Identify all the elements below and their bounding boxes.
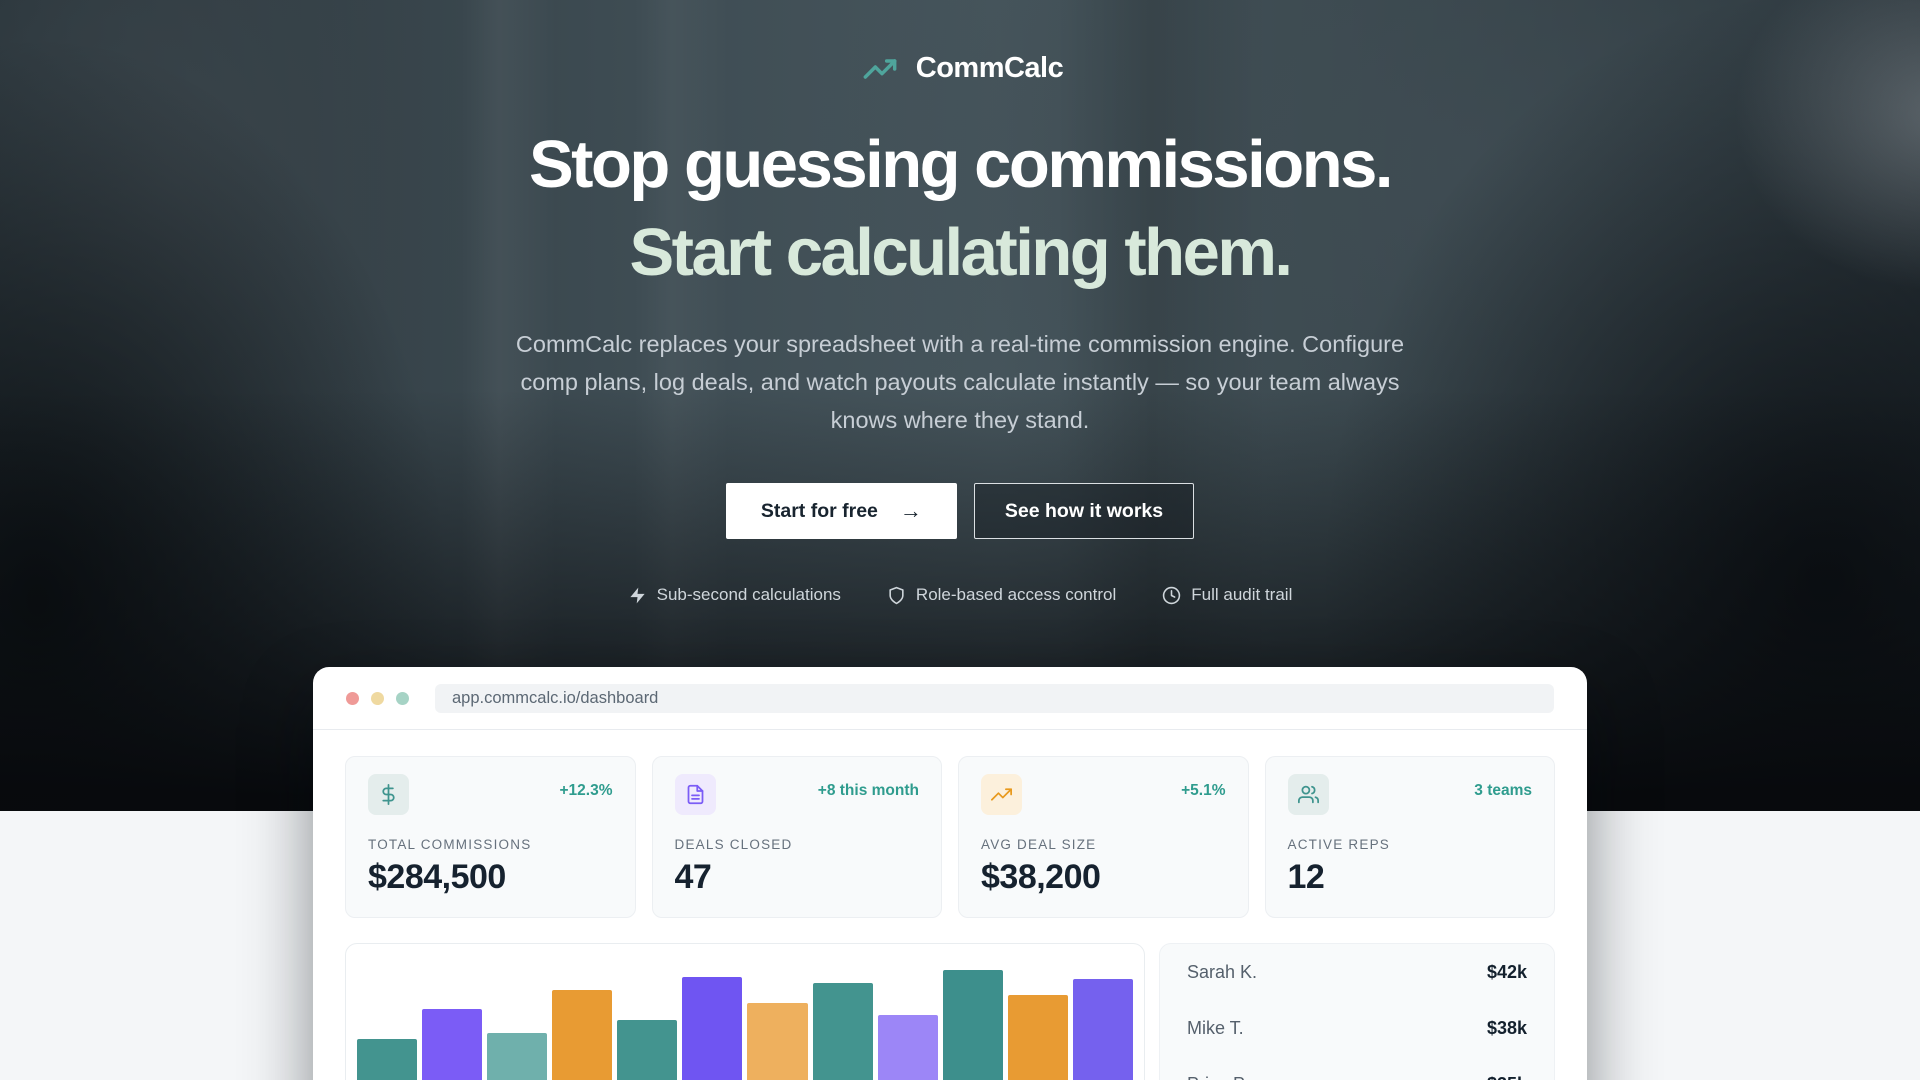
stat-label: ACTIVE REPS <box>1287 837 1390 852</box>
stat-value: $38,200 <box>981 858 1101 896</box>
hero-subtitle: CommCalc replaces your spreadsheet with … <box>515 331 1405 433</box>
feature-label: Role-based access control <box>915 585 1117 604</box>
traffic-lights <box>346 691 409 705</box>
start-for-free-label: Start for free <box>760 499 878 522</box>
headline: Stop guessing commissions. Start calcula… <box>0 121 1920 297</box>
trend-up-icon <box>981 774 1022 815</box>
shield-icon <box>889 586 904 604</box>
brand-name: CommCalc <box>915 52 1064 84</box>
headline-line2: Start calculating them. <box>629 215 1293 290</box>
traffic-light-red <box>346 691 359 705</box>
arrow-right-icon: → <box>899 498 922 523</box>
stat-delta: +5.1% <box>1181 782 1226 799</box>
rep-amount: $42k <box>1486 961 1527 982</box>
dollar-icon <box>368 774 409 815</box>
stat-delta: 3 teams <box>1474 782 1532 799</box>
stat-value: 12 <box>1287 858 1325 896</box>
chart-bar <box>487 1033 548 1080</box>
stat-value: $284,500 <box>368 858 506 896</box>
stat-label: TOTAL COMMISSIONS <box>368 837 532 852</box>
chart-bar <box>682 977 743 1080</box>
start-for-free-button[interactable]: Start for free → <box>725 483 957 539</box>
chart-bar <box>552 990 613 1080</box>
feature-label: Sub-second calculations <box>656 585 841 604</box>
chart-bar <box>1007 995 1068 1080</box>
browser-chrome: app.commcalc.io/dashboard <box>313 667 1587 730</box>
clock-icon <box>1163 586 1181 604</box>
chart-bar <box>617 1020 678 1080</box>
see-how-it-works-label: See how it works <box>1004 499 1164 522</box>
feature-badges: Sub-second calculations Role-based acces… <box>0 585 1920 605</box>
leaderboard-row: Sarah K. $42k <box>1160 944 1554 1000</box>
stat-label: DEALS CLOSED <box>674 837 793 852</box>
leaderboard-row: Mike T. $38k <box>1160 1000 1554 1056</box>
users-icon <box>1287 774 1329 815</box>
traffic-light-yellow <box>371 691 384 705</box>
rep-amount: $38k <box>1486 1017 1527 1038</box>
dashboard-mockup-window: app.commcalc.io/dashboard +12.3% TOTAL C… <box>313 667 1587 1080</box>
headline-line1: Stop guessing commissions. <box>528 127 1394 202</box>
feature-role-access: Role-based access control <box>887 585 1116 605</box>
commissions-bar-chart-card <box>345 943 1145 1080</box>
leaderboard-row: Priya P. $35k <box>1160 1056 1554 1080</box>
traffic-light-green <box>396 691 409 705</box>
see-how-it-works-button[interactable]: See how it works <box>973 483 1195 539</box>
panels-row: Sarah K. $42k Mike T. $38k Priya P. $35k <box>345 943 1555 1080</box>
rep-name: Sarah K. <box>1187 961 1258 982</box>
stat-value: 47 <box>674 858 712 896</box>
stat-cards-row: +12.3% TOTAL COMMISSIONS $284,500 +8 thi… <box>345 756 1555 918</box>
stat-card-total-commissions: +12.3% TOTAL COMMISSIONS $284,500 <box>345 756 636 918</box>
rep-name: Priya P. <box>1187 1074 1248 1080</box>
chart-bar <box>1072 979 1133 1080</box>
feature-audit-trail: Full audit trail <box>1162 585 1292 605</box>
chart-bar <box>812 983 873 1080</box>
stat-delta: +8 this month <box>817 782 919 799</box>
lightning-icon <box>630 587 645 603</box>
stat-card-deals-closed: +8 this month DEALS CLOSED 47 <box>651 756 942 918</box>
rep-amount: $35k <box>1487 1074 1527 1080</box>
stat-label: AVG DEAL SIZE <box>981 837 1097 852</box>
cta-row: Start for free → See how it works <box>0 483 1920 539</box>
trend-up-logo-icon <box>863 58 897 79</box>
url-bar: app.commcalc.io/dashboard <box>435 683 1554 713</box>
chart-bar <box>747 1003 808 1080</box>
document-icon <box>674 774 716 815</box>
logo: CommCalc <box>0 0 1920 85</box>
feature-label: Full audit trail <box>1191 585 1293 604</box>
rep-name: Mike T. <box>1187 1017 1244 1038</box>
chart-bar <box>357 1039 418 1080</box>
stat-delta: +12.3% <box>559 782 613 799</box>
url-text: app.commcalc.io/dashboard <box>452 688 659 707</box>
chart-bar <box>422 1009 483 1080</box>
stat-card-avg-deal-size: +5.1% AVG DEAL SIZE $38,200 <box>958 756 1249 918</box>
leaderboard-card: Sarah K. $42k Mike T. $38k Priya P. $35k <box>1159 943 1555 1080</box>
chart-bar <box>942 970 1003 1080</box>
hero-section: CommCalc Stop guessing commissions. Star… <box>0 0 1920 811</box>
bar-chart <box>357 944 1133 1080</box>
feature-sub-second: Sub-second calculations <box>628 585 841 605</box>
stat-card-active-reps: 3 teams ACTIVE REPS 12 <box>1264 756 1555 918</box>
chart-bar <box>877 1015 938 1080</box>
dashboard-content: +12.3% TOTAL COMMISSIONS $284,500 +8 thi… <box>313 730 1587 1080</box>
